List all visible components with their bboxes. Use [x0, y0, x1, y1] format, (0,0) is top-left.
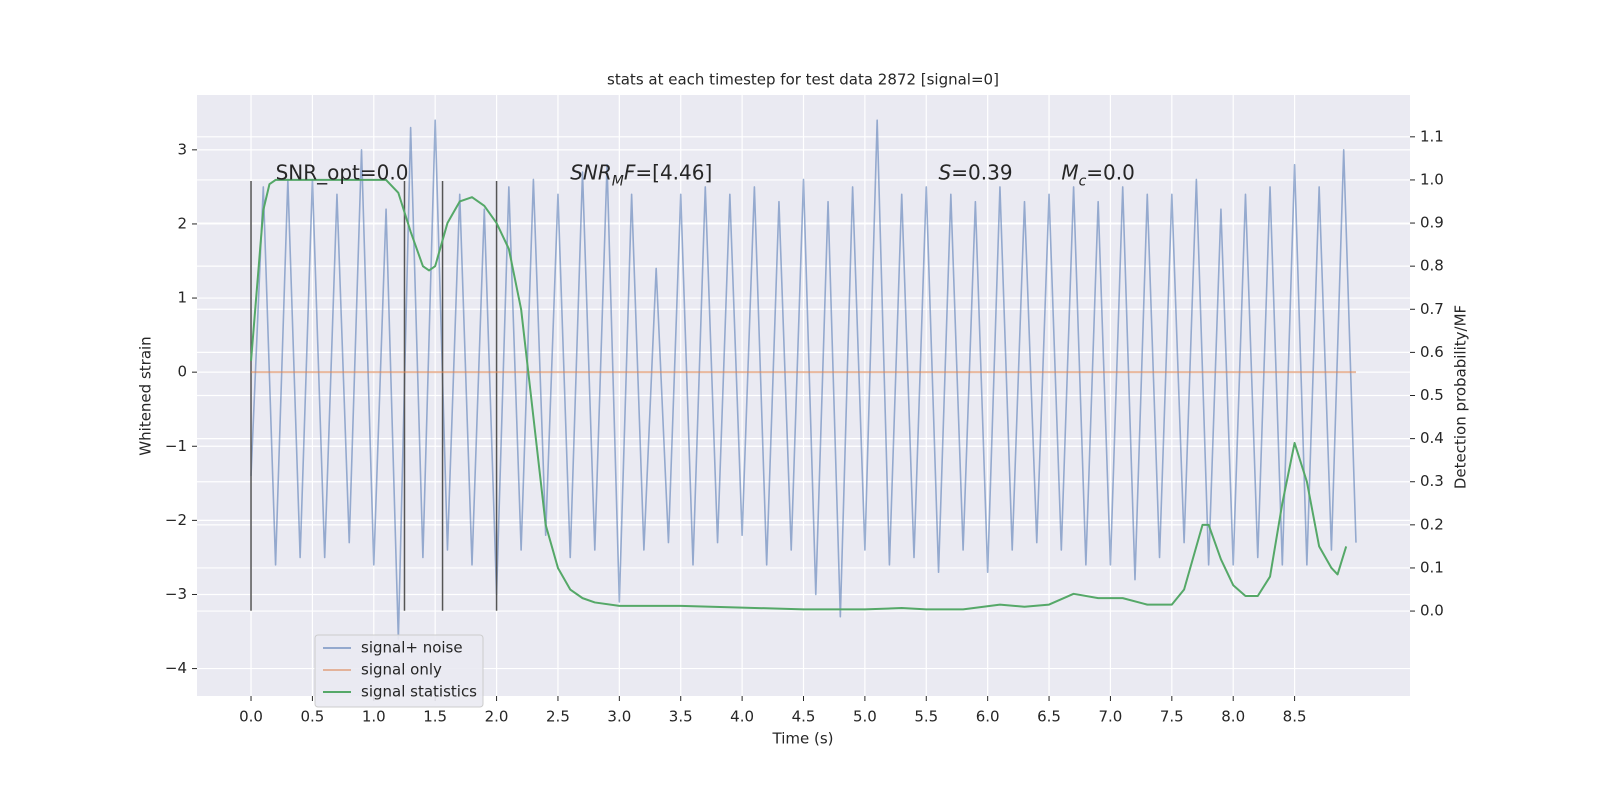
- y2-tick-label: 0.7: [1420, 300, 1444, 318]
- series-line: [250, 178, 1348, 611]
- x-axis-label: Time (s): [772, 730, 834, 748]
- y2-tick-label: 0.8: [1420, 257, 1444, 275]
- x-tick-label: 8.5: [1283, 708, 1307, 726]
- x-tick-label: 7.5: [1160, 708, 1184, 726]
- x-tick-label: 4.5: [792, 708, 816, 726]
- annotation: SNRMF=[4.46]: [570, 160, 712, 190]
- x-tick-label: 1.0: [362, 708, 386, 726]
- x-tick-label: 2.0: [485, 708, 509, 726]
- annotation: Mc=0.0: [1061, 160, 1135, 190]
- legend-label: signal+ noise: [361, 639, 463, 657]
- annotation-run: =0.0: [1086, 160, 1135, 184]
- annotation-run: SNR_opt=0.0: [276, 160, 409, 184]
- x-tick-label: 6.0: [976, 708, 1000, 726]
- chart-title: stats at each timestep for test data 287…: [607, 71, 999, 89]
- y-tick-label: 2: [177, 214, 187, 232]
- y2-tick-label: 1.1: [1420, 127, 1444, 145]
- x-tick-label: 1.5: [423, 708, 447, 726]
- legend-label: signal statistics: [361, 683, 477, 701]
- x-tick-label: 3.5: [669, 708, 693, 726]
- y2-tick-label: 0.9: [1420, 214, 1444, 232]
- annotation-run: c: [1079, 174, 1087, 190]
- x-tick-label: 8.0: [1221, 708, 1245, 726]
- y2-tick-label: 0.1: [1420, 558, 1444, 576]
- annotation-run: M: [612, 174, 624, 190]
- x-tick-label: 5.5: [914, 708, 938, 726]
- x-tick-label: 5.0: [853, 708, 877, 726]
- y-tick-label: −3: [165, 585, 187, 603]
- x-tick-label: 0.0: [239, 708, 263, 726]
- legend-label: signal only: [361, 661, 442, 679]
- annotation-run: =[4.46]: [635, 160, 712, 184]
- y2-tick-label: 1.0: [1420, 170, 1444, 188]
- y2-tick-label: 0.4: [1420, 429, 1444, 447]
- x-tick-label: 4.0: [730, 708, 754, 726]
- y-tick-label: 0: [177, 363, 187, 381]
- y-tick-label: 3: [177, 140, 187, 158]
- x-tick-label: 6.5: [1037, 708, 1061, 726]
- y2-tick-label: 0.5: [1420, 386, 1444, 404]
- y-axis-label: Whitened strain: [137, 336, 155, 455]
- annotation: S=0.39: [939, 160, 1013, 184]
- y-tick-label: −2: [165, 511, 187, 529]
- y2-tick-label: 0.6: [1420, 343, 1444, 361]
- annotation-run: F: [624, 160, 636, 184]
- y2-axis-label: Detection probability/MF: [1452, 305, 1470, 489]
- annotation-run: M: [1061, 160, 1078, 184]
- annotation: SNR_opt=0.0: [276, 160, 409, 184]
- legend-box: [314, 634, 484, 708]
- y-tick-label: 1: [177, 289, 187, 307]
- annotation-run: S: [939, 160, 952, 184]
- y-tick-label: −1: [165, 437, 187, 455]
- y2-tick-label: 0.0: [1420, 602, 1444, 620]
- annotation-run: =0.39: [951, 160, 1012, 184]
- x-tick-label: 0.5: [300, 708, 324, 726]
- y-tick-label: −4: [165, 659, 187, 677]
- x-tick-label: 3.0: [607, 708, 631, 726]
- y2-tick-label: 0.2: [1420, 515, 1444, 533]
- y2-tick-label: 0.3: [1420, 472, 1444, 490]
- x-tick-label: 7.0: [1099, 708, 1123, 726]
- series-line: [250, 119, 1357, 640]
- annotation-run: SNR: [570, 160, 612, 184]
- x-tick-label: 2.5: [546, 708, 570, 726]
